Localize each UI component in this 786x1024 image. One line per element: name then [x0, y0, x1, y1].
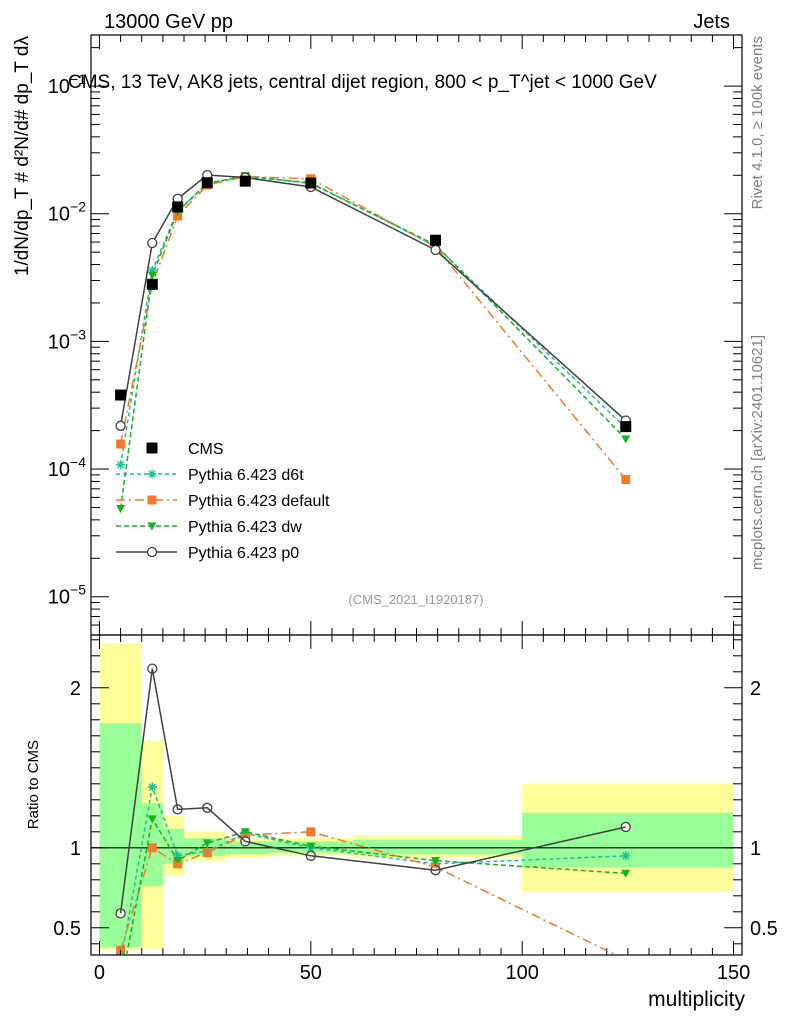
series-point — [621, 474, 631, 484]
ratio-uncertainty-bands — [91, 643, 742, 951]
x-tick-label: 0 — [94, 962, 105, 984]
cms-data-point — [172, 201, 184, 213]
series-line-ratio — [121, 784, 626, 955]
series-line-main — [119, 175, 627, 509]
ratio-tick-label-right: 0.5 — [750, 918, 778, 940]
ratio-lines — [119, 668, 626, 955]
legend-marker — [147, 469, 157, 479]
ratio-point — [431, 857, 441, 866]
x-tick-label: 100 — [505, 962, 538, 984]
ratio-point — [621, 851, 631, 861]
cms-data-point — [115, 389, 127, 401]
series-point — [116, 504, 126, 514]
ratio-tick-label-left: 2 — [70, 678, 81, 700]
series-point — [621, 435, 631, 444]
y-tick-label: 10−3 — [48, 326, 86, 353]
x-tick-label: 150 — [717, 962, 750, 984]
y-axis-label-main: 1/dN/dp_T # d²N/d# dp_T dλ — [12, 36, 33, 277]
ratio-tick-label-right: 1 — [750, 838, 761, 860]
legend-marker — [147, 495, 157, 505]
ratio-point — [621, 869, 631, 878]
ratio-tick-label-right: 2 — [750, 678, 761, 700]
legend-label: Pythia 6.423 default — [188, 493, 330, 510]
y-tick-label: 10−2 — [48, 199, 86, 226]
legend: CMS Pythia 6.423 d6t Pythia 6.423 default P… — [116, 441, 330, 562]
ratio-point — [147, 843, 157, 853]
ratio-point — [173, 851, 183, 861]
cms-data-point — [430, 234, 442, 246]
chart-title: CMS, 13 TeV, AK8 jets, central dijet reg… — [68, 72, 657, 93]
legend-marker — [147, 522, 157, 531]
legend-marker — [146, 546, 158, 558]
y-tick-label: 10−4 — [48, 454, 86, 481]
series-point — [115, 420, 126, 431]
header-left: 13000 GeV pp — [104, 11, 233, 33]
y-tick-label: 10−5 — [48, 582, 86, 609]
series-line-ratio — [125, 816, 626, 955]
ratio-tick-label-left: 0.5 — [53, 918, 81, 940]
header-right: Jets — [693, 11, 730, 33]
series-point — [430, 244, 441, 256]
legend-label: CMS — [188, 441, 224, 458]
cms-data-point — [239, 175, 251, 187]
legend-label: Pythia 6.423 p0 — [188, 545, 299, 562]
rivet-label: Rivet 4.1.0, ≥ 100k events — [749, 36, 766, 209]
cms-data-point — [146, 278, 158, 290]
series-line-ratio — [119, 668, 626, 914]
cms-data-point — [201, 177, 213, 189]
ratio-point — [306, 827, 316, 837]
ratio-point — [202, 839, 212, 848]
legend-marker — [146, 442, 158, 454]
y-axis-label-ratio: Ratio to CMS — [25, 740, 42, 829]
series-line-ratio — [119, 831, 618, 955]
ratio-point — [240, 828, 250, 837]
ratio-point — [202, 848, 212, 858]
cms-data-point — [305, 177, 317, 189]
series-line-main — [119, 175, 627, 465]
watermark: (CMS_2021_I1920187) — [348, 592, 483, 607]
series-line-main — [119, 175, 627, 480]
mcplots-label: mcplots.cern.ch [arXiv:2401.10621] — [749, 335, 766, 570]
series-point — [116, 460, 126, 470]
x-axis-label: multiplicity — [648, 988, 745, 1011]
x-tick-label: 50 — [300, 962, 322, 984]
series-line-main — [119, 174, 627, 426]
ratio-tick-label-left: 1 — [70, 838, 81, 860]
series-point — [116, 439, 126, 449]
legend-label: Pythia 6.423 d6t — [188, 467, 304, 484]
band-inner — [184, 838, 227, 856]
band-inner — [353, 839, 523, 855]
cms-data-point — [620, 421, 632, 433]
series-point — [147, 265, 157, 275]
series-point — [147, 271, 157, 280]
series-point — [147, 237, 158, 249]
series-lines — [119, 174, 627, 509]
legend-label: Pythia 6.423 dw — [188, 519, 302, 536]
